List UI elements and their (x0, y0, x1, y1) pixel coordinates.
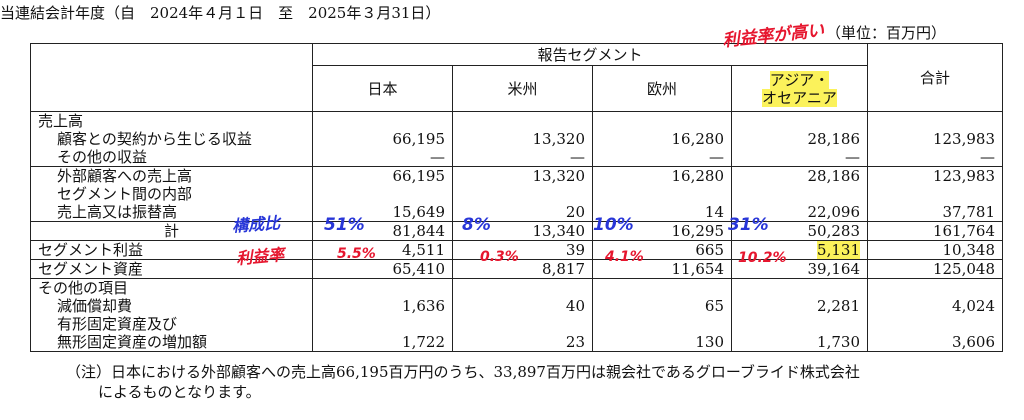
annotation-margin-label: 利益率 (235, 244, 285, 269)
cell-capex-total: 3,606 (867, 333, 1003, 352)
unit-label: （単位：百万円） (825, 24, 946, 42)
cell-capex-americas: 23 (452, 333, 593, 352)
cell-subtotal-americas: 13,340 (452, 221, 593, 241)
cell-contract-americas: 13,320 (452, 130, 593, 148)
annotation-composition-label: 構成比 (231, 213, 281, 236)
header-row-1: 報告セグメント 合計 (30, 43, 1003, 112)
label-intersegment-2: 売上高又は振替高 (30, 203, 313, 222)
segment-table: 報告セグメント 合計 日本 米州 欧州 アジア・ オセアニア 売上高 顧客との契… (30, 43, 1003, 352)
cell-other-americas: — (452, 148, 593, 167)
cell-intersegment-total: 37,781 (867, 203, 1003, 222)
profit-asia-highlight: 5,131 (817, 241, 860, 259)
annotation-comp-europe: 10% (593, 215, 634, 235)
row-segment-profit: セグメント利益 4,511 39 665 5,131 10,348 (30, 240, 1003, 260)
asia-line1: アジア・ (769, 70, 830, 89)
cell-external-asia: 28,186 (731, 166, 868, 185)
cell-intersegment-japan: 15,649 (312, 203, 453, 222)
cell-assets-europe: 11,654 (592, 259, 732, 279)
footnote-line-2: によるものとなります。 (98, 383, 261, 401)
header-europe: 欧州 (592, 65, 732, 112)
cell-capex-japan: 1,722 (312, 333, 453, 352)
cell-assets-asia: 39,164 (731, 259, 868, 279)
row-other-revenue: その他の収益 — — — — — (30, 148, 1003, 167)
label-capex-1: 有形固定資産及び (30, 315, 313, 333)
header-japan: 日本 (312, 65, 453, 112)
label-external-sales: 外部顧客への売上高 (30, 166, 313, 185)
annotation-comp-asia: 31% (728, 215, 769, 235)
label-depreciation: 減価償却費 (30, 297, 313, 315)
cell-dep-asia: 2,281 (731, 297, 868, 315)
row-other-heading: その他の項目 (30, 278, 1003, 297)
cell-profit-total: 10,348 (867, 240, 1003, 260)
label-contract-revenue: 顧客との契約から生じる収益 (30, 130, 313, 148)
header-americas: 米州 (452, 65, 593, 112)
cell-external-europe: 16,280 (592, 166, 732, 185)
row-revenue-heading: 売上高 (30, 111, 1003, 130)
row-capex: 無形固定資産の増加額 1,722 23 130 1,730 3,606 (30, 333, 1003, 352)
row-segment-assets: セグメント資産 65,410 8,817 11,654 39,164 125,0… (30, 259, 1003, 279)
footnote: （注）日本における外部顧客への売上高66,195百万円のうち、33,897百万円… (66, 362, 860, 402)
cell-external-americas: 13,320 (452, 166, 593, 185)
row-depreciation: 減価償却費 1,636 40 65 2,281 4,024 (30, 297, 1003, 315)
cell-profit-europe: 665 (592, 240, 732, 260)
cell-external-japan: 66,195 (312, 166, 453, 185)
cell-profit-americas: 39 (452, 240, 593, 260)
row-intersegment: 売上高又は振替高 15,649 20 14 22,096 37,781 (30, 203, 1003, 222)
cell-other-asia: — (731, 148, 868, 167)
label-revenue-heading: 売上高 (30, 111, 313, 130)
cell-contract-europe: 16,280 (592, 130, 732, 148)
cell-capex-europe: 130 (592, 333, 732, 352)
header-asia-oceania: アジア・ オセアニア (731, 65, 868, 112)
row-capex-label: 有形固定資産及び (30, 315, 1003, 333)
cell-dep-europe: 65 (592, 297, 732, 315)
annotation-margin-asia: 10.2% (738, 250, 787, 266)
label-other-heading: その他の項目 (30, 278, 313, 297)
cell-profit-japan: 4,511 (312, 240, 453, 260)
label-segment-profit: セグメント利益 (30, 240, 313, 260)
header-blank (30, 43, 313, 112)
cell-other-europe: — (592, 148, 732, 167)
cell-intersegment-americas: 20 (452, 203, 593, 222)
cell-intersegment-asia: 22,096 (731, 203, 868, 222)
header-segment-group: 報告セグメント (312, 43, 868, 66)
period-heading: 当連結会計年度（自 2024年４月１日 至 2025年３月31日） (0, 4, 441, 22)
cell-assets-total: 125,048 (867, 259, 1003, 279)
annotation-margin-japan: 5.5% (337, 246, 376, 262)
cell-dep-japan: 1,636 (312, 297, 453, 315)
annotation-margin-europe: 4.1% (605, 249, 644, 265)
cell-subtotal-europe: 16,295 (592, 221, 732, 241)
cell-contract-japan: 66,195 (312, 130, 453, 148)
label-subtotal: 計 (30, 221, 313, 241)
row-external-sales: 外部顧客への売上高 66,195 13,320 16,280 28,186 12… (30, 166, 1003, 185)
annotation-comp-japan: 51% (324, 215, 365, 235)
cell-assets-americas: 8,817 (452, 259, 593, 279)
header-row-2: 日本 米州 欧州 アジア・ オセアニア (31, 65, 1003, 112)
header-total: 合計 (867, 43, 1003, 112)
cell-profit-asia: 5,131 (731, 240, 868, 260)
cell-external-total: 123,983 (867, 166, 1003, 185)
cell-subtotal-japan: 81,844 (312, 221, 453, 241)
cell-intersegment-europe: 14 (592, 203, 732, 222)
cell-contract-asia: 28,186 (731, 130, 868, 148)
annotation-comp-americas: 8% (462, 215, 491, 235)
cell-other-total: — (867, 148, 1003, 167)
cell-contract-total: 123,983 (867, 130, 1003, 148)
label-other-revenue: その他の収益 (30, 148, 313, 167)
row-contract-revenue: 顧客との契約から生じる収益 66,195 13,320 16,280 28,18… (30, 130, 1003, 148)
row-subtotal: 計 81,844 13,340 16,295 50,283 161,764 (30, 221, 1003, 241)
cell-capex-asia: 1,730 (731, 333, 868, 352)
cell-dep-total: 4,024 (867, 297, 1003, 315)
row-intersegment-label: セグメント間の内部 (30, 185, 1003, 203)
annotation-margin-americas: 0.3% (480, 249, 519, 265)
label-capex-2: 無形固定資産の増加額 (30, 333, 313, 352)
label-segment-assets: セグメント資産 (30, 259, 313, 279)
footnote-line-1: （注）日本における外部顧客への売上高66,195百万円のうち、33,897百万円… (66, 363, 860, 381)
cell-subtotal-total: 161,764 (867, 221, 1003, 241)
label-intersegment-1: セグメント間の内部 (30, 185, 313, 203)
cell-subtotal-asia: 50,283 (731, 221, 868, 241)
cell-assets-japan: 65,410 (312, 259, 453, 279)
cell-dep-americas: 40 (452, 297, 593, 315)
cell-other-japan: — (312, 148, 453, 167)
asia-line2: オセアニア (762, 88, 837, 107)
